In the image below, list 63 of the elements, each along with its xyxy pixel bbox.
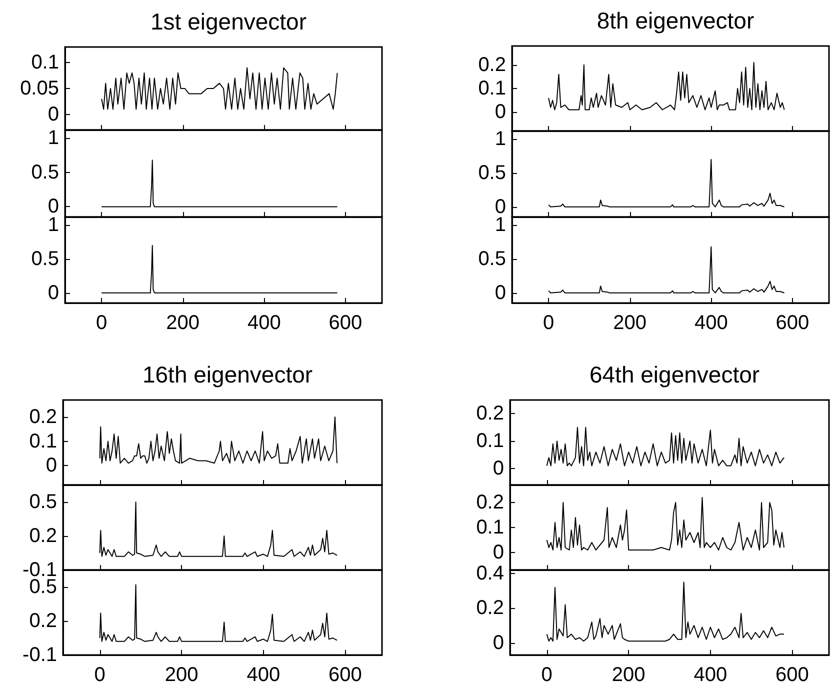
y-tick-label: 0.2 — [29, 610, 57, 632]
y-tick-label: 0.2 — [29, 525, 57, 547]
x-tick-label: 400 — [694, 312, 728, 334]
y-tick-label: 0.2 — [476, 492, 504, 514]
chart-title: 64th eigenvector — [589, 362, 760, 388]
y-tick-label: 0 — [492, 458, 504, 480]
y-tick-label: 0.05 — [20, 78, 59, 100]
y-tick-label: 0.5 — [29, 576, 57, 598]
y-tick-label: 1 — [494, 128, 506, 150]
line-series — [101, 160, 338, 208]
y-tick-label: 0.2 — [478, 54, 506, 76]
x-tick-label: 0 — [541, 664, 552, 686]
y-tick-label: 0 — [48, 103, 59, 126]
y-tick-label: 0 — [48, 282, 59, 304]
y-tick-label: 0.5 — [31, 248, 59, 270]
x-tick-label: 0 — [94, 664, 106, 686]
y-tick-label: 0.1 — [31, 52, 59, 74]
y-tick-label: 0.1 — [476, 430, 504, 452]
line-series — [101, 67, 338, 110]
line-series — [101, 244, 338, 294]
x-tick-label: 200 — [612, 664, 646, 686]
x-tick-label: 600 — [776, 664, 809, 686]
line-series — [99, 416, 338, 464]
chart-title: 16th eigenvector — [142, 362, 313, 388]
line-series — [548, 158, 785, 208]
y-tick-label: 0.5 — [29, 491, 57, 513]
y-tick-label: 1 — [48, 127, 59, 150]
y-tick-label: 0.1 — [29, 430, 57, 452]
chart-title: 1st eigenvector — [150, 8, 307, 34]
x-tick-label: 600 — [328, 664, 362, 686]
y-tick-label: 0.1 — [478, 78, 506, 100]
y-tick-label: 0.2 — [476, 597, 504, 620]
x-tick-label: 600 — [776, 312, 810, 334]
y-tick-label: 0.5 — [31, 161, 59, 184]
line-series — [548, 246, 785, 294]
y-tick-label: 0.5 — [478, 248, 506, 270]
y-tick-label: 0 — [492, 632, 504, 654]
y-tick-label: 0.2 — [476, 402, 504, 425]
line-series — [99, 502, 338, 557]
x-tick-label: 400 — [694, 664, 728, 686]
x-tick-label: 400 — [246, 664, 280, 686]
x-tick-label: 0 — [96, 312, 108, 334]
line-series — [548, 62, 785, 110]
y-tick-label: 0 — [492, 542, 504, 564]
line-series — [546, 426, 785, 466]
chart-title: 8th eigenvector — [596, 8, 754, 34]
x-tick-label: 400 — [247, 312, 281, 334]
x-tick-label: 200 — [166, 312, 200, 334]
line-series — [546, 582, 785, 642]
y-tick-label: 0.5 — [478, 162, 506, 184]
x-tick-label: 200 — [164, 664, 198, 686]
y-tick-label: 0 — [494, 101, 506, 124]
y-tick-label: 0 — [494, 282, 506, 304]
x-tick-label: 600 — [328, 312, 362, 334]
y-tick-label: 0.2 — [29, 406, 57, 428]
line-series — [99, 584, 338, 642]
x-tick-label: 0 — [543, 312, 554, 334]
y-tick-label: -0.1 — [22, 644, 57, 666]
y-tick-label: 0.4 — [476, 562, 504, 584]
x-tick-label: 200 — [613, 312, 647, 334]
y-tick-label: 0.1 — [476, 516, 504, 538]
line-series — [546, 497, 785, 550]
y-tick-label: 0 — [46, 454, 57, 477]
